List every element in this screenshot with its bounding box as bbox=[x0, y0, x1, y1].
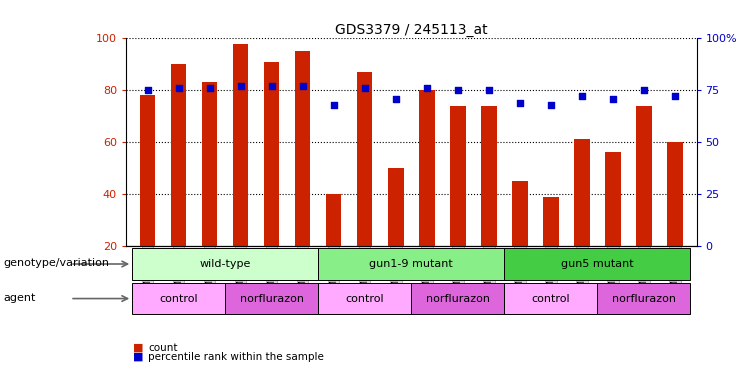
Point bbox=[545, 102, 556, 108]
Bar bbox=[132, 248, 318, 280]
Text: percentile rank within the sample: percentile rank within the sample bbox=[148, 352, 324, 362]
Bar bbox=[667, 142, 682, 246]
Text: wild-type: wild-type bbox=[199, 259, 251, 269]
Bar bbox=[574, 139, 590, 246]
Point bbox=[607, 96, 619, 102]
Text: ■: ■ bbox=[133, 343, 144, 353]
Text: gun1-9 mutant: gun1-9 mutant bbox=[369, 259, 453, 269]
Bar bbox=[318, 248, 505, 280]
Point bbox=[483, 87, 495, 93]
Point bbox=[142, 87, 153, 93]
Bar bbox=[264, 62, 279, 246]
Bar bbox=[233, 43, 248, 246]
Bar bbox=[419, 90, 434, 246]
Text: gun5 mutant: gun5 mutant bbox=[561, 259, 634, 269]
Point bbox=[359, 85, 370, 91]
Title: GDS3379 / 245113_at: GDS3379 / 245113_at bbox=[335, 23, 488, 37]
Bar bbox=[605, 152, 620, 246]
Text: genotype/variation: genotype/variation bbox=[4, 258, 110, 268]
Bar bbox=[171, 64, 187, 246]
Bar bbox=[636, 106, 651, 246]
Text: norflurazon: norflurazon bbox=[612, 293, 676, 304]
Bar bbox=[411, 283, 505, 314]
Text: control: control bbox=[159, 293, 198, 304]
Text: agent: agent bbox=[4, 293, 36, 303]
Point bbox=[173, 85, 185, 91]
Point bbox=[514, 99, 525, 106]
Bar bbox=[597, 283, 691, 314]
Bar bbox=[388, 168, 404, 246]
Bar bbox=[326, 194, 342, 246]
Point bbox=[669, 93, 681, 99]
Bar bbox=[450, 106, 465, 246]
Bar bbox=[318, 283, 411, 314]
Text: control: control bbox=[531, 293, 570, 304]
Text: norflurazon: norflurazon bbox=[426, 293, 490, 304]
Text: norflurazon: norflurazon bbox=[239, 293, 304, 304]
Point bbox=[266, 83, 278, 89]
Bar bbox=[132, 283, 225, 314]
Text: count: count bbox=[148, 343, 178, 353]
Point bbox=[452, 87, 464, 93]
Bar bbox=[225, 283, 318, 314]
Text: ■: ■ bbox=[133, 352, 144, 362]
Bar bbox=[295, 51, 310, 246]
Bar bbox=[543, 197, 559, 246]
Text: control: control bbox=[345, 293, 384, 304]
Point bbox=[235, 83, 247, 89]
Bar bbox=[357, 72, 373, 246]
Bar bbox=[202, 83, 217, 246]
Point bbox=[204, 85, 216, 91]
Point bbox=[638, 87, 650, 93]
Point bbox=[390, 96, 402, 102]
Point bbox=[328, 102, 339, 108]
Point bbox=[576, 93, 588, 99]
Bar bbox=[505, 283, 597, 314]
Bar bbox=[512, 181, 528, 246]
Bar bbox=[481, 106, 496, 246]
Bar bbox=[140, 95, 156, 246]
Point bbox=[421, 85, 433, 91]
Point bbox=[297, 83, 309, 89]
Bar bbox=[505, 248, 691, 280]
